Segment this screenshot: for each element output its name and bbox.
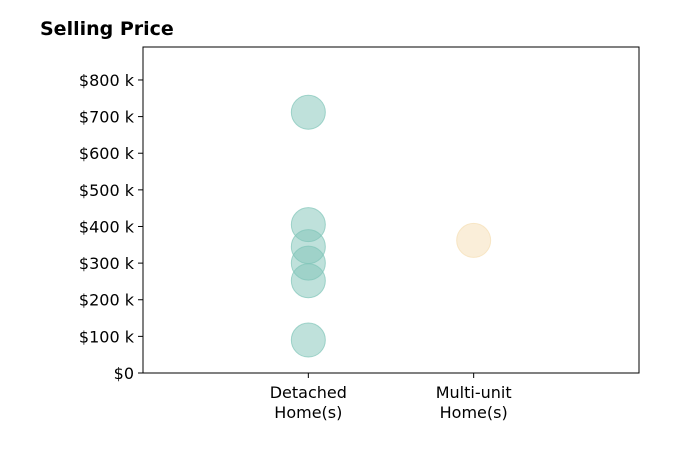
- x-tick-label: Home(s): [440, 403, 508, 422]
- chart-title: Selling Price: [40, 18, 174, 40]
- y-tick-label: $300 k: [79, 254, 135, 273]
- x-tick-label: Multi-unit: [436, 383, 512, 402]
- y-tick-label: $400 k: [79, 217, 135, 236]
- data-point: [290, 322, 326, 358]
- x-tick-label: Detached: [270, 383, 347, 402]
- data-point: [290, 263, 326, 299]
- plot-area: $0 $100 k $200 k $300 k $400 k $500 k $600 k $7…: [79, 46, 640, 422]
- y-tick-label: $800 k: [79, 71, 135, 90]
- y-tick-label: $200 k: [79, 291, 135, 310]
- x-tick-label: Home(s): [274, 403, 342, 422]
- y-tick-label: $700 k: [79, 108, 135, 127]
- plot-frame: [142, 46, 640, 374]
- y-tick-label: $600 k: [79, 144, 135, 163]
- y-tick-label: $100 k: [79, 327, 135, 346]
- y-tick-label: $500 k: [79, 181, 135, 200]
- y-tick-label: $0: [114, 364, 134, 383]
- data-point: [290, 94, 326, 130]
- data-point: [456, 222, 492, 258]
